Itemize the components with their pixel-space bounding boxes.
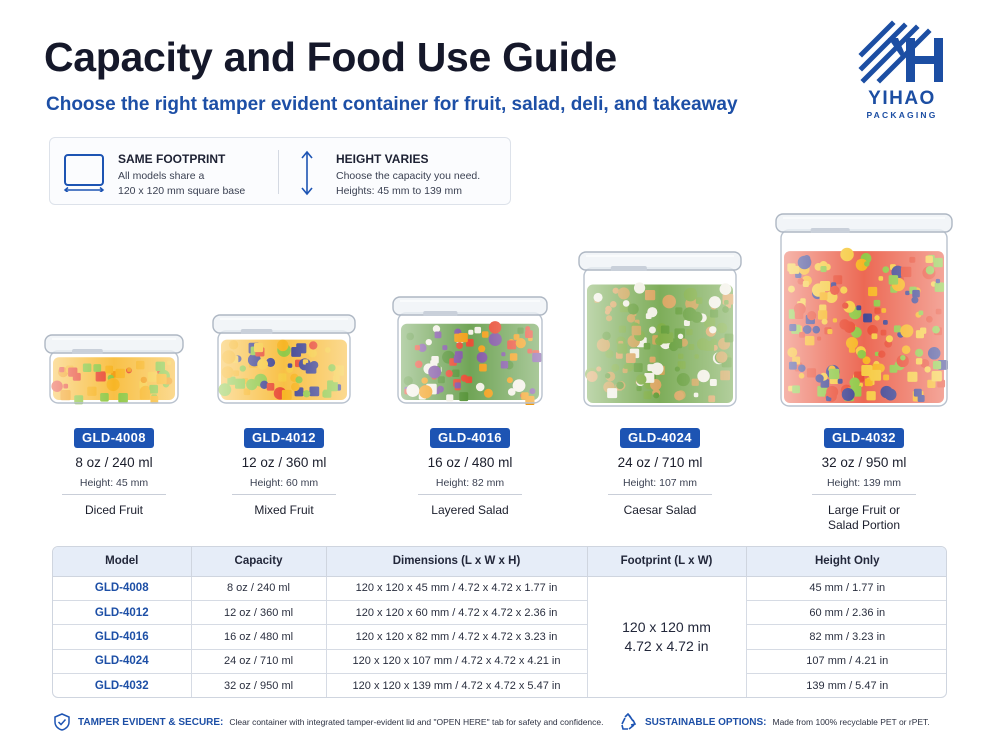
table-row: GLD-4008 8 oz / 240 ml 120 x 120 x 45 mm… bbox=[53, 576, 946, 697]
use-label: Mixed Fruit bbox=[254, 503, 314, 517]
container-image bbox=[578, 250, 742, 408]
footer-sustainable: SUSTAINABLE OPTIONS: Made from 100% recy… bbox=[619, 711, 930, 733]
sustainable-text: Made from 100% recyclable PET or rPET. bbox=[772, 717, 930, 727]
cell-dimensions: 120 x 120 x 45 mm / 4.72 x 4.72 x 1.77 i… bbox=[326, 576, 588, 601]
cell-capacity: 32 oz / 950 ml bbox=[191, 673, 327, 697]
model-badge: GLD-4016 bbox=[430, 428, 510, 448]
height-label: Height: 107 mm bbox=[622, 477, 698, 489]
height-title: HEIGHT VARIES bbox=[336, 152, 429, 166]
height-line1: Choose the capacity you need. bbox=[336, 170, 481, 182]
cell-model: GLD-4024 bbox=[53, 649, 192, 675]
use-label-line2: Salad Portion bbox=[827, 518, 901, 532]
cell-dimensions: 120 x 120 x 60 mm / 4.72 x 4.72 x 2.36 i… bbox=[326, 600, 588, 626]
cell-height: 45 mm / 1.77 in bbox=[746, 576, 946, 601]
footprint-line2: 120 x 120 mm square base bbox=[118, 185, 246, 197]
capacity-label: 32 oz / 950 ml bbox=[821, 455, 907, 470]
product-divider bbox=[812, 494, 916, 495]
col-header-dimensions: Dimensions (L x W x H) bbox=[326, 547, 588, 577]
model-badge: GLD-4024 bbox=[620, 428, 700, 448]
capacity-label: 12 oz / 360 ml bbox=[241, 455, 327, 470]
table-row: GLD-4012 12 oz / 360 ml 120 x 120 x 60 m… bbox=[53, 600, 946, 626]
container-graphic bbox=[775, 213, 953, 407]
capacity-label: 8 oz / 240 ml bbox=[75, 455, 153, 470]
cell-dimensions: 120 x 120 x 139 mm / 4.72 x 4.72 x 5.47 … bbox=[326, 673, 588, 697]
cell-height: 139 mm / 5.47 in bbox=[806, 680, 889, 692]
page-title: Capacity and Food Use Guide bbox=[44, 34, 617, 80]
cell-dimensions: 120 x 120 x 107 mm / 4.72 x 4.72 x 4.21 … bbox=[326, 649, 588, 675]
cell-model: GLD-4016 bbox=[53, 624, 192, 650]
page-subtitle: Choose the right tamper evident containe… bbox=[46, 94, 738, 115]
footprint-title: SAME FOOTPRINT bbox=[118, 152, 226, 166]
col-header-footprint: Footprint (L x W) bbox=[587, 547, 747, 577]
height-label: Height: 82 mm bbox=[435, 477, 505, 489]
col-header-height: Height Only bbox=[746, 547, 946, 577]
container-image bbox=[44, 333, 184, 405]
use-label: Layered Salad bbox=[431, 503, 509, 517]
cell-capacity: 12 oz / 360 ml bbox=[191, 600, 327, 626]
use-label: Caesar Salad bbox=[623, 503, 697, 517]
tamper-text: Clear container with integrated tamper-e… bbox=[229, 717, 604, 727]
container-image bbox=[775, 212, 953, 408]
brand-tagline: PACKAGING bbox=[866, 110, 938, 120]
tamper-title: TAMPER EVIDENT & SECURE: bbox=[78, 716, 224, 728]
shield-check-icon bbox=[54, 713, 70, 731]
product-divider bbox=[418, 494, 522, 495]
table-row: GLD-4032 32 oz / 950 ml 120 x 120 x 139 … bbox=[53, 673, 946, 697]
container-image bbox=[212, 313, 356, 405]
table-row: GLD-4016 16 oz / 480 ml 120 x 120 x 82 m… bbox=[53, 624, 946, 650]
footprint-mm: 120 x 120 mm bbox=[622, 619, 711, 636]
cell-footprint: 120 x 120 mm 4.72 x 4.72 in bbox=[587, 576, 747, 697]
use-label: Large Fruit or bbox=[827, 503, 901, 517]
table-row: GLD-4024 24 oz / 710 ml 120 x 120 x 107 … bbox=[53, 649, 946, 675]
table-header-row: Model Capacity Dimensions (L x W x H) Fo… bbox=[53, 547, 946, 577]
brand-name: YIHAO bbox=[868, 88, 936, 109]
container-graphic bbox=[44, 334, 184, 405]
cell-capacity: 24 oz / 710 ml bbox=[191, 649, 327, 675]
container-image bbox=[392, 295, 548, 406]
cell-capacity: 16 oz / 480 ml bbox=[191, 624, 327, 650]
col-header-capacity: Capacity bbox=[191, 547, 327, 577]
cell-height: 60 mm / 2.36 in bbox=[746, 600, 946, 626]
height-label: Height: 139 mm bbox=[826, 477, 902, 489]
height-label: Height: 45 mm bbox=[79, 477, 149, 489]
model-badge: GLD-4008 bbox=[74, 428, 154, 448]
model-badge: GLD-4012 bbox=[244, 428, 324, 448]
cell-model: GLD-4032 bbox=[53, 673, 192, 697]
cell-model: GLD-4012 bbox=[53, 600, 192, 626]
footprint-line1: All models share a bbox=[118, 170, 205, 182]
container-graphic bbox=[578, 251, 742, 407]
footprint-square-icon bbox=[63, 154, 105, 192]
cell-height: 82 mm / 3.23 in bbox=[746, 624, 946, 650]
height-label: Height: 60 mm bbox=[249, 477, 319, 489]
height-line2: Heights: 45 mm to 139 mm bbox=[336, 185, 463, 197]
spec-table: Model Capacity Dimensions (L x W x H) Fo… bbox=[52, 546, 947, 698]
container-graphic bbox=[212, 314, 356, 404]
model-badge: GLD-4032 bbox=[824, 428, 904, 448]
footprint-in: 4.72 x 4.72 in bbox=[624, 638, 709, 655]
product-divider bbox=[62, 494, 166, 495]
cell-model: GLD-4008 bbox=[53, 576, 192, 601]
col-header-model: Model bbox=[53, 547, 192, 577]
brand-mark-icon bbox=[858, 20, 943, 84]
capacity-label: 24 oz / 710 ml bbox=[617, 455, 703, 470]
info-panel: SAME FOOTPRINT All models share a 120 x … bbox=[49, 137, 511, 205]
capacity-label: 16 oz / 480 ml bbox=[427, 455, 513, 470]
info-divider bbox=[278, 150, 279, 194]
recycle-icon bbox=[621, 713, 637, 730]
height-arrow-icon bbox=[301, 150, 313, 196]
footer-tamper: TAMPER EVIDENT & SECURE: Clear container… bbox=[54, 711, 603, 733]
use-label: Diced Fruit bbox=[84, 503, 143, 517]
product-divider bbox=[232, 494, 336, 495]
brand-logo: YIHAO PACKAGING bbox=[852, 18, 952, 120]
cell-height: 107 mm / 4.21 in bbox=[746, 649, 946, 675]
cell-capacity: 8 oz / 240 ml bbox=[191, 576, 327, 601]
cell-dimensions: 120 x 120 x 82 mm / 4.72 x 4.72 x 3.23 i… bbox=[326, 624, 588, 650]
container-graphic bbox=[392, 296, 548, 406]
sustainable-title: SUSTAINABLE OPTIONS: bbox=[645, 716, 767, 728]
product-divider bbox=[608, 494, 712, 495]
